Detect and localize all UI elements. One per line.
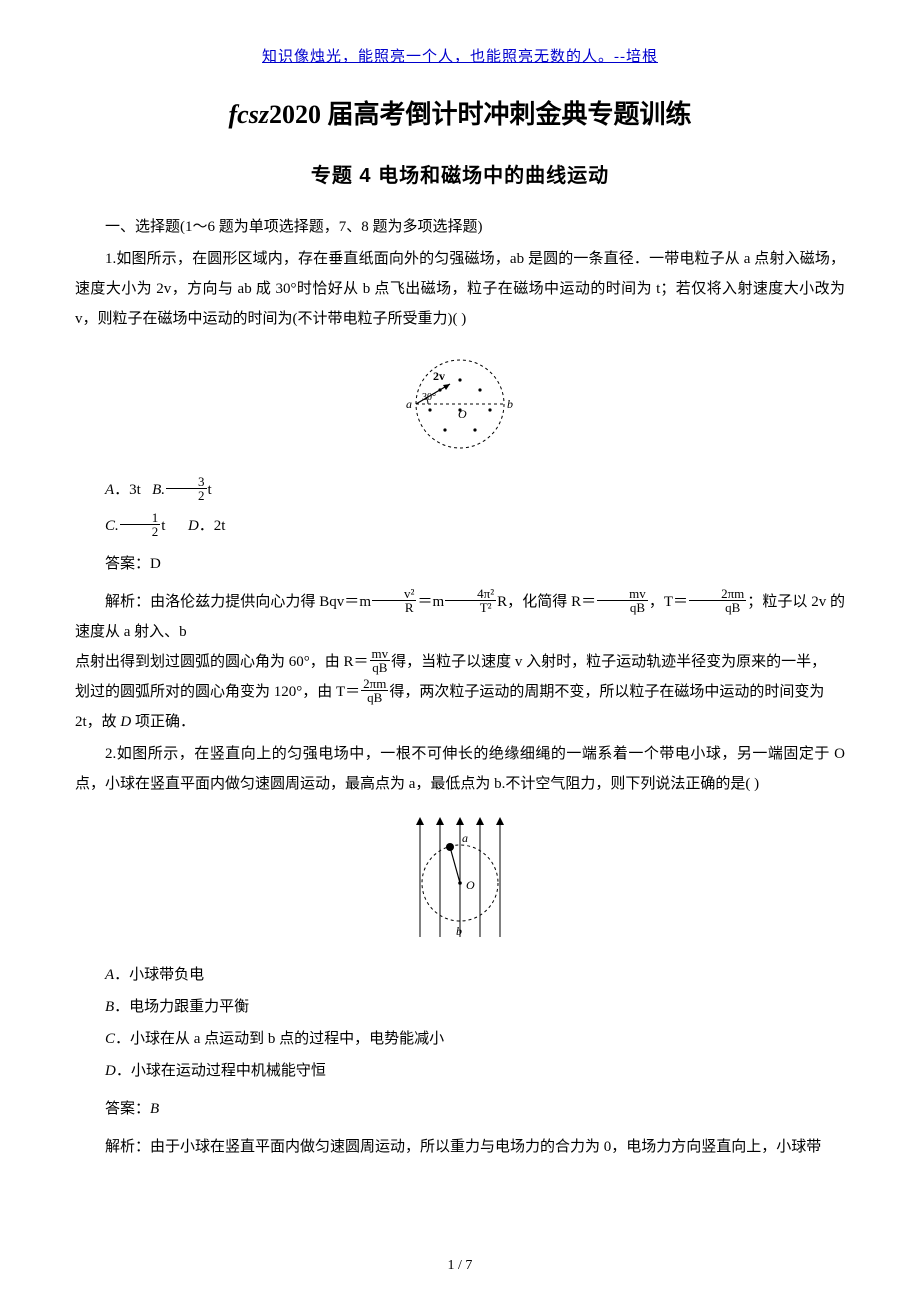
page-footer: 1 / 7 [0,1258,920,1274]
q1-optD-text: ．2t [199,518,226,534]
title-prefix: fcsz [229,100,269,129]
q1-option-CD: C.12t D．2t [75,511,845,541]
q1-exp-eq: ＝m [417,594,444,610]
q1-optC-label: C. [105,518,119,534]
q1-optB-tail: t [208,482,212,498]
subtitle: 专题 4 电场和磁场中的曲线运动 [75,159,845,188]
q2-figure: a O b [75,809,845,954]
q1-exp-l2-frac: mvqB [370,647,391,674]
q1-exp-f2-den: T² [445,601,496,614]
q1-optB-frac: 32 [166,475,207,502]
q1-optB-num: 3 [166,475,207,489]
q1-exp-line2: 点射出得到划过圆弧的圆心角为 60°，由 R＝mvqB得，当粒子以速度 v 入射… [75,647,845,677]
q1-text: 1.如图所示，在圆形区域内，存在垂直纸面向外的匀强磁场，ab 是圆的一条直径．一… [75,244,845,334]
q2-text: 2.如图所示，在竖直向上的匀强电场中，一根不可伸长的绝缘细绳的一端系着一个带电小… [75,739,845,799]
q1-optB-label: B. [152,482,165,498]
q1-exp-l3-pre: 划过的圆弧所对的圆心角变为 120°，由 T＝ [75,684,360,700]
q1-exp-f4-num: 2πm [689,587,746,601]
q2-optD: D．小球在运动过程中机械能守恒 [75,1056,845,1086]
q2-optC-txt: ．小球在从 a 点运动到 b 点的过程中，电势能减小 [115,1031,444,1047]
q1-exp-line3: 划过的圆弧所对的圆心角变为 120°，由 T＝2πmqB得，两次粒子运动的周期不… [75,677,845,707]
fig1-label-2v: 2v [433,369,445,383]
electric-field-circle-icon: a O b [390,809,530,949]
q1-optB-den: 2 [166,489,207,502]
q1-exp-f3-den: qB [597,601,648,614]
q1-optD-label: D [188,518,199,534]
q2-answer-text: 答案：B [105,1101,159,1117]
q1-exp-l3-num: 2πm [361,677,388,691]
section-heading: 一、选择题(1～6 题为单项选择题，7、8 题为多项选择题) [75,212,845,242]
q2-optB: B．电场力跟重力平衡 [75,992,845,1022]
q1-optC-den: 2 [120,525,161,538]
fig2-label-O: O [466,878,475,892]
q1-optA-text: ．3t [114,482,141,498]
q1-exp-l3-frac: 2πmqB [361,677,388,704]
q2-optD-txt: ．小球在运动过程中机械能守恒 [116,1063,326,1079]
q1-option-AB: A．3t B.32t [75,475,845,505]
q1-exp-l3-den: qB [361,691,388,704]
q1-exp-f3-num: mv [597,587,648,601]
page: 知识像烛光，能照亮一个人，也能照亮无数的人。--培根 fcsz2020 届高考倒… [0,0,920,1302]
q1-exp-mid1: R，化简得 R＝ [497,594,596,610]
q1-exp-f1-num: v² [372,587,416,601]
q1-exp-pre: 解析：由洛伦兹力提供向心力得 Bqv＝m [105,594,371,610]
q1-optA-label: A [105,482,114,498]
q1-exp-line1: 解析：由洛伦兹力提供向心力得 Bqv＝mv²R＝m4π²T²R，化简得 R＝mv… [75,587,845,647]
q2-exp: 解析：由于小球在竖直平面内做匀速圆周运动，所以重力与电场力的合力为 0，电场力方… [75,1132,845,1162]
fig1-label-a: a [406,397,412,411]
q1-answer-text: 答案：D [105,556,161,572]
q2-optA: A．小球带负电 [75,960,845,990]
epigraph: 知识像烛光，能照亮一个人，也能照亮无数的人。--培根 [75,45,845,66]
magnetic-field-circle-icon: a b O 2v 30° [375,344,545,464]
title-rest: 2020 届高考倒计时冲刺金典专题训练 [269,100,692,129]
q1-exp-l2-den: qB [370,661,391,674]
q1-exp-l2-mid: 得，当粒子以速度 v 入射时，粒子运动轨迹半径变为原来的一半， [391,654,826,670]
q1-exp-f2: 4π²T² [445,587,496,614]
q1-exp-l4-text: 2t，故 D 项正确． [75,714,195,730]
q1-exp-f1-den: R [372,601,416,614]
q1-exp-l2-num: mv [370,647,391,661]
q1-exp-f3: mvqB [597,587,648,614]
q1-exp-l3-mid: 得，两次粒子运动的周期不变，所以粒子在磁场中运动的时间变为 [389,684,824,700]
q1-exp-f4: 2πmqB [689,587,746,614]
q1-exp-line4: 2t，故 D 项正确． [75,707,845,737]
q2-answer: 答案：B [75,1094,845,1124]
q1-exp-l2-pre: 点射出得到划过圆弧的圆心角为 60°，由 R＝ [75,654,369,670]
fig2-label-a: a [462,831,468,845]
q1-exp-f1: v²R [372,587,416,614]
q2-optC: C．小球在从 a 点运动到 b 点的过程中，电势能减小 [75,1024,845,1054]
fig1-label-30: 30° [422,392,436,403]
q2-optA-txt: ．小球带负电 [114,967,204,983]
q1-figure: a b O 2v 30° [75,344,845,469]
q2-optB-txt: ．电场力跟重力平衡 [114,999,249,1015]
main-title: fcsz2020 届高考倒计时冲刺金典专题训练 [75,94,845,131]
q1-optC-num: 1 [120,511,161,525]
q1-exp-mid2: ，T＝ [649,594,688,610]
q1-optC-tail: t [161,518,165,534]
fig1-label-O: O [458,407,467,421]
fig2-label-b: b [456,924,462,938]
fig1-label-b: b [507,397,513,411]
q1-exp-f2-num: 4π² [445,587,496,601]
q1-answer: 答案：D [75,549,845,579]
q1-optC-frac: 12 [120,511,161,538]
q1-exp-f4-den: qB [689,601,746,614]
